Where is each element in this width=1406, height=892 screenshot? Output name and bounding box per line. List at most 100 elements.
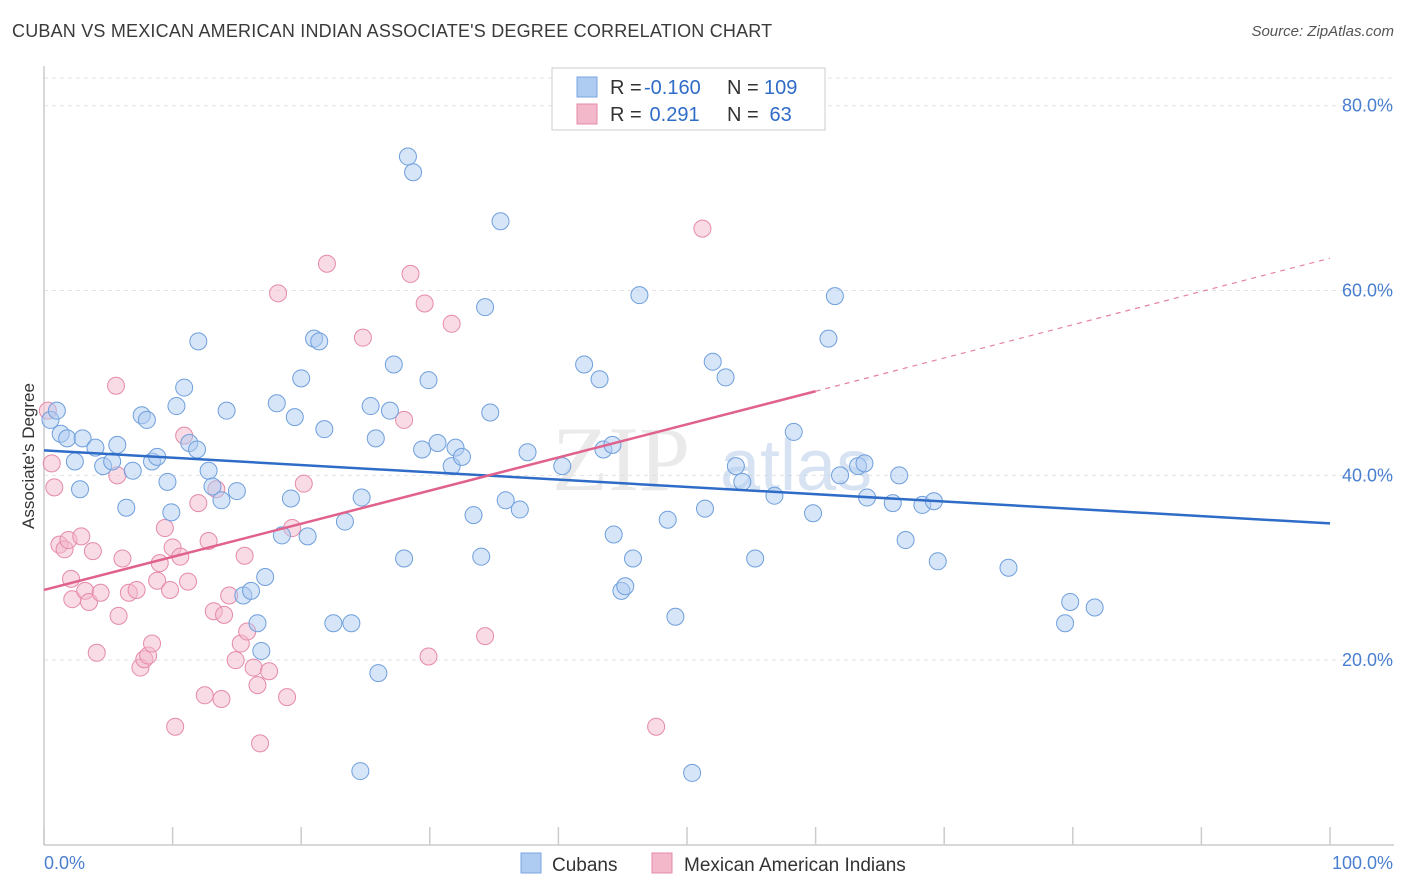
cubans-point xyxy=(404,163,423,182)
cubans-point xyxy=(267,394,286,413)
legend-r-value-1: -0.160 xyxy=(644,77,701,99)
cubans-point xyxy=(623,549,642,568)
cubans-point xyxy=(428,434,447,453)
cubans-point xyxy=(58,429,77,448)
mexican-american-indians-point xyxy=(91,583,110,602)
mexican-american-indians-point xyxy=(693,219,712,238)
cubans-point xyxy=(188,440,207,459)
mexican-american-indians-point xyxy=(212,689,231,708)
cubans-point xyxy=(292,369,311,388)
x-tick-label-min: 0.0% xyxy=(44,853,85,873)
cubans-point xyxy=(212,491,231,510)
cubans-point xyxy=(733,472,752,491)
cubans-point xyxy=(1056,614,1075,633)
cubans-point xyxy=(310,332,329,351)
axes xyxy=(43,66,1394,846)
cubans-point xyxy=(896,531,915,550)
mexican-american-indians-point xyxy=(226,651,245,670)
cubans-point xyxy=(518,443,537,462)
legend-n-value-1: 109 xyxy=(764,77,797,99)
y-tick-label: 80.0% xyxy=(1342,96,1393,116)
cubans-point xyxy=(658,510,677,529)
cubans-point xyxy=(103,452,122,471)
bottom-legend-swatch-mexican xyxy=(651,852,673,874)
legend-n-value-2: 63 xyxy=(764,104,792,126)
mexican-american-indians-point xyxy=(166,717,185,736)
mexican-american-indians-point xyxy=(189,494,208,513)
cubans-point xyxy=(384,355,403,374)
cubans-point xyxy=(590,370,609,389)
correlation-legend: R = -0.160 N = 109 R = 0.291 N = 63 xyxy=(551,67,826,131)
mexican-american-indians-point xyxy=(476,627,495,646)
mexican-american-indians-point xyxy=(83,542,102,561)
cubans-point xyxy=(696,499,715,518)
cubans-point xyxy=(256,568,275,587)
cubans-point xyxy=(285,408,304,427)
mexican-american-indians-point xyxy=(415,294,434,313)
cubans-point xyxy=(890,466,909,485)
cubans-point xyxy=(342,614,361,633)
cubans-point xyxy=(175,378,194,397)
mexican-american-indians-point xyxy=(419,647,438,666)
mexican-american-indians-point xyxy=(353,328,372,347)
mexican-american-indians-point xyxy=(195,686,214,705)
legend-r-label-1: R = xyxy=(610,77,642,99)
cubans-point xyxy=(398,147,417,166)
cubans-point xyxy=(476,298,495,317)
mexican-american-indians-point xyxy=(235,546,254,565)
cubans-point xyxy=(855,454,874,473)
cubans-point xyxy=(380,401,399,420)
cubans-point xyxy=(203,477,222,496)
cubans-point xyxy=(825,287,844,306)
cubans-point xyxy=(831,466,850,485)
cubans-point xyxy=(361,397,380,416)
cubans-point xyxy=(491,212,510,231)
cubans-point xyxy=(784,422,803,441)
mexican-american-indians-point xyxy=(143,634,162,653)
cubans-point xyxy=(281,489,300,508)
mexican-american-indians-point xyxy=(244,658,263,677)
cubans-point xyxy=(351,762,370,781)
source-label: Source: ZipAtlas.com xyxy=(1251,23,1394,40)
cubans-point xyxy=(65,452,84,471)
cubans-point xyxy=(472,547,491,566)
cubans-point xyxy=(746,549,765,568)
cubans-point xyxy=(1085,598,1104,617)
cubans-point xyxy=(366,429,385,448)
cubans-point xyxy=(324,614,343,633)
legend-swatch-cubans xyxy=(576,76,598,98)
cubans-point xyxy=(108,435,127,454)
cubans-point xyxy=(496,491,515,510)
legend-n-label-2: N = xyxy=(727,104,759,126)
bottom-legend-swatch-cubans xyxy=(520,852,542,874)
mexican-american-indians-point xyxy=(148,571,167,590)
cubans-point xyxy=(413,440,432,459)
mexican-american-indians-point xyxy=(248,676,267,695)
cubans-point xyxy=(73,429,92,448)
cubans-point xyxy=(604,525,623,544)
cubans-point xyxy=(71,480,90,499)
mexican-american-indians-point xyxy=(269,284,288,303)
cubans-trendline xyxy=(43,449,1331,525)
mexican-american-indians-point xyxy=(294,474,313,493)
cubans-point xyxy=(464,506,483,525)
cubans-point xyxy=(765,486,784,505)
cubans-point xyxy=(189,332,208,351)
y-tick-label: 20.0% xyxy=(1342,650,1393,670)
cubans-point xyxy=(162,503,181,522)
mexican-american-indians-point xyxy=(395,410,414,429)
cubans-point xyxy=(510,500,529,519)
cubans-point xyxy=(123,461,142,480)
cubans-point xyxy=(1061,592,1080,611)
y-tick-label: 40.0% xyxy=(1342,465,1393,485)
mexican-american-indians-point xyxy=(251,734,270,753)
mexican-trendline-extension xyxy=(815,257,1331,392)
cubans-point xyxy=(369,664,388,683)
cubans-point xyxy=(419,371,438,390)
series-legend: Cubans Mexican American Indians xyxy=(520,852,906,876)
cubans-point xyxy=(217,401,236,420)
cubans-point xyxy=(928,552,947,571)
y-axis-label: Associate's Degree xyxy=(19,383,38,529)
mexican-american-indians-point xyxy=(42,454,61,473)
